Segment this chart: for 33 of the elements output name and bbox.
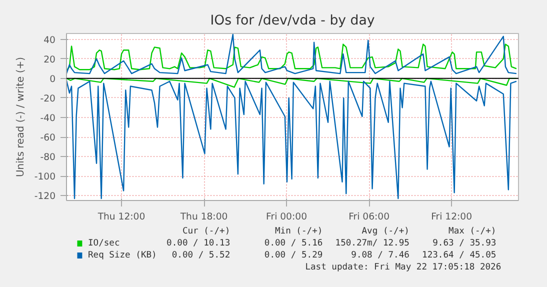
x-tick-label: Thu 18:00 [179,212,228,222]
x-tick-label: Thu 12:00 [96,212,146,222]
legend-label: Req Size (KB) [88,250,157,260]
text: Avg (-/+) [362,226,410,236]
chart-title: IOs for /dev/vda - by day [210,14,375,28]
line-series [66,34,518,74]
y-tick-label: -100 [34,172,56,183]
y-tick-label: 40 [44,34,56,46]
y-axis-title: Units read (-) / write (+) [15,56,26,178]
x-tick-label: Fri 12:00 [431,212,472,222]
x-tick-label: Fri 00:00 [266,212,308,222]
text: 9.08 / 7.46 [351,250,410,260]
y-tick-label: -80 [40,152,56,164]
y-tick-label: -40 [40,112,56,124]
text: 0.00 / 10.13 [166,238,230,248]
y-tick-label: -60 [40,132,56,144]
text: Last update: Fri May 22 17:05:18 2026 [305,262,502,272]
text: 0.00 / 5.52 [172,250,230,260]
y-tick-label: 0 [50,74,56,85]
text: 150.27m/ 12.95 [335,238,410,248]
text: Min (-/+) [274,226,323,236]
text: 123.64 / 45.05 [422,250,496,260]
y-tick-label: 20 [44,54,56,66]
legend-label: IO/sec [88,238,120,248]
text: 9.63 / 35.93 [432,238,496,248]
text: Cur (-/+) [182,226,230,236]
line-series [66,44,518,72]
text: Max (-/+) [448,226,496,236]
text: 0.00 / 5.29 [264,250,323,260]
y-tick-label: -20 [40,93,56,104]
text: 0.00 / 5.16 [264,238,323,248]
y-tick-label: -120 [34,191,56,202]
x-tick-label: Fri 06:00 [348,212,390,222]
